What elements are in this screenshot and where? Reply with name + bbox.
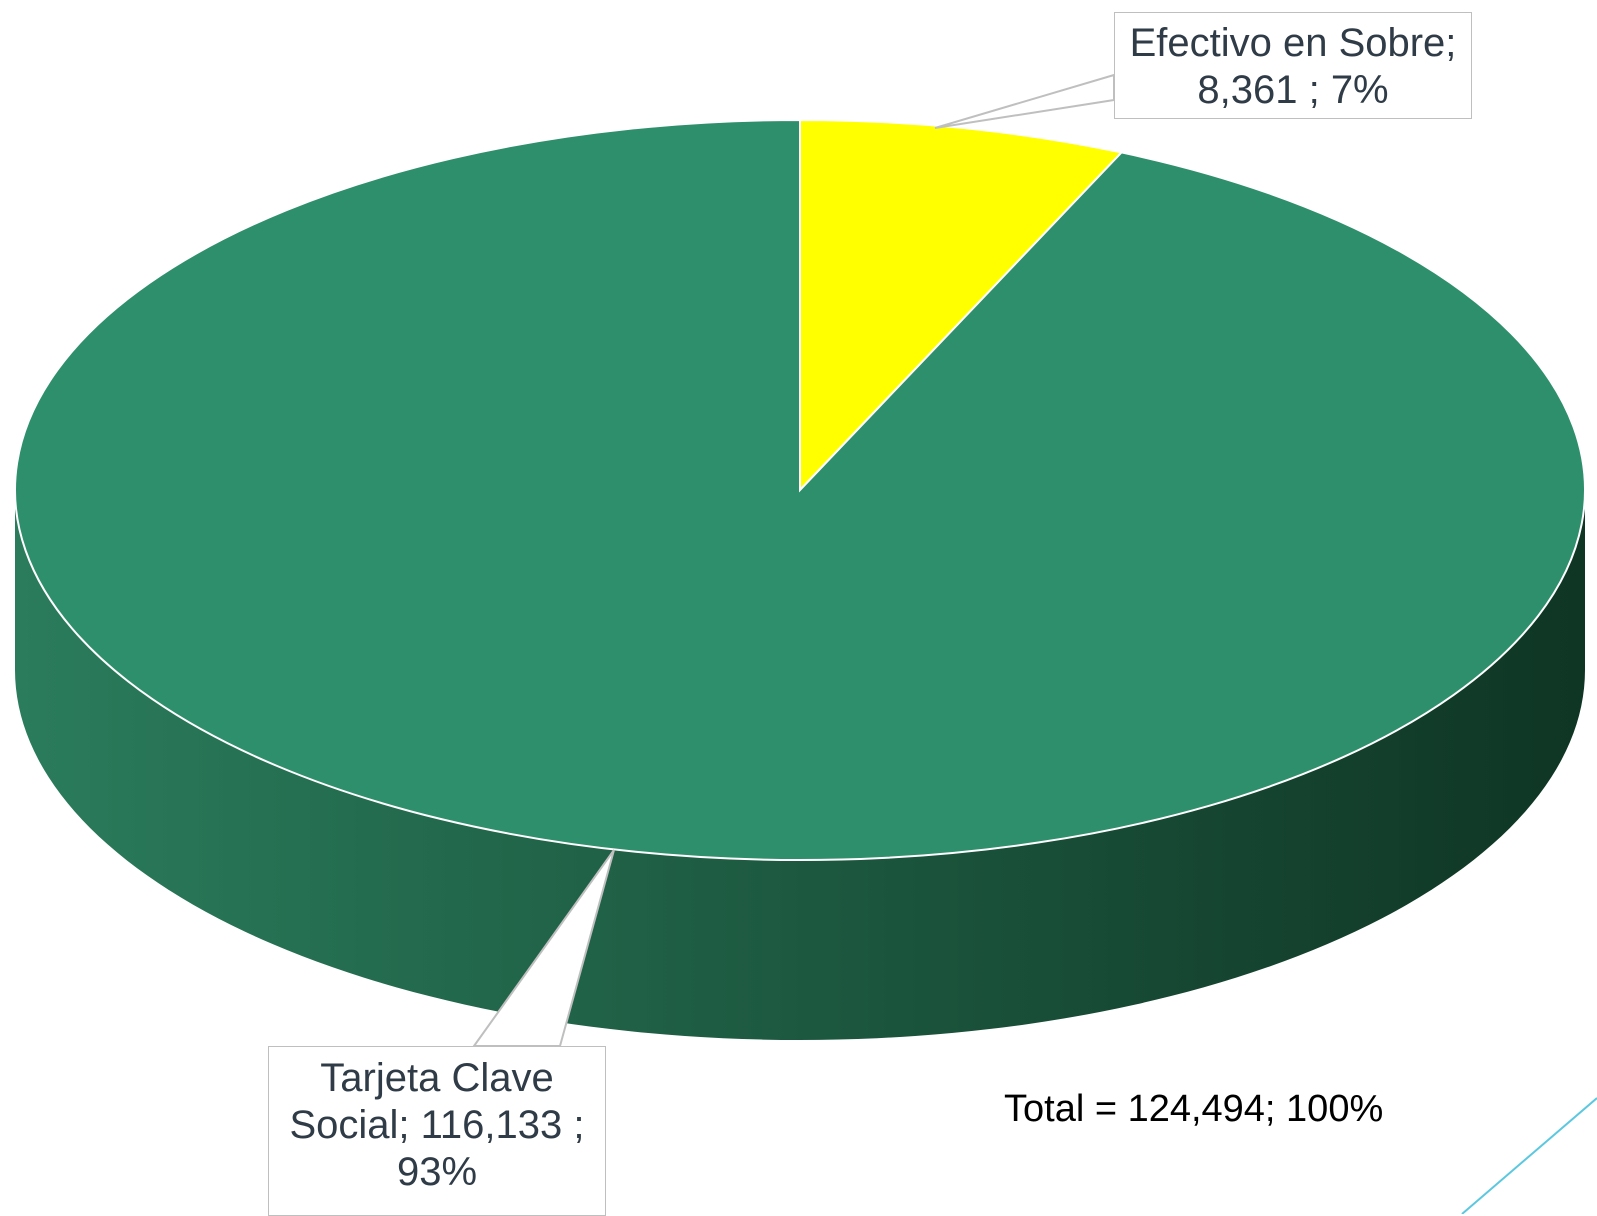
pie-side-wall — [15, 490, 1585, 1040]
slice-efectivo-en-sobre — [799, 118, 1124, 493]
pie-slices — [14, 118, 1586, 861]
callout-efectivo-line-2: 8,361 ; 7% — [1197, 68, 1389, 112]
callout-tarjeta-line-1: Tarjeta Clave — [320, 1056, 554, 1100]
accent-line — [1461, 1097, 1597, 1214]
total-label: Total = 124,494; 100% — [1004, 1088, 1384, 1130]
callout-efectivo-line-1: Efectivo en Sobre; — [1129, 21, 1457, 65]
leader-efectivo-en-sobre — [934, 73, 1115, 129]
leader-lines — [472, 73, 1115, 1047]
callout-tarjeta-clave-social: Tarjeta Clave Social; 116,133 ; 93% — [268, 1046, 606, 1216]
callout-tarjeta-line-2: Social; 116,133 ; — [289, 1103, 585, 1147]
callout-tarjeta-line-3: 93% — [396, 1150, 478, 1194]
pie-side-layer — [15, 490, 1585, 1040]
callout-efectivo-en-sobre: Efectivo en Sobre; 8,361 ; 7% — [1114, 12, 1472, 119]
slice-tarjeta-clave-social — [14, 118, 1586, 861]
